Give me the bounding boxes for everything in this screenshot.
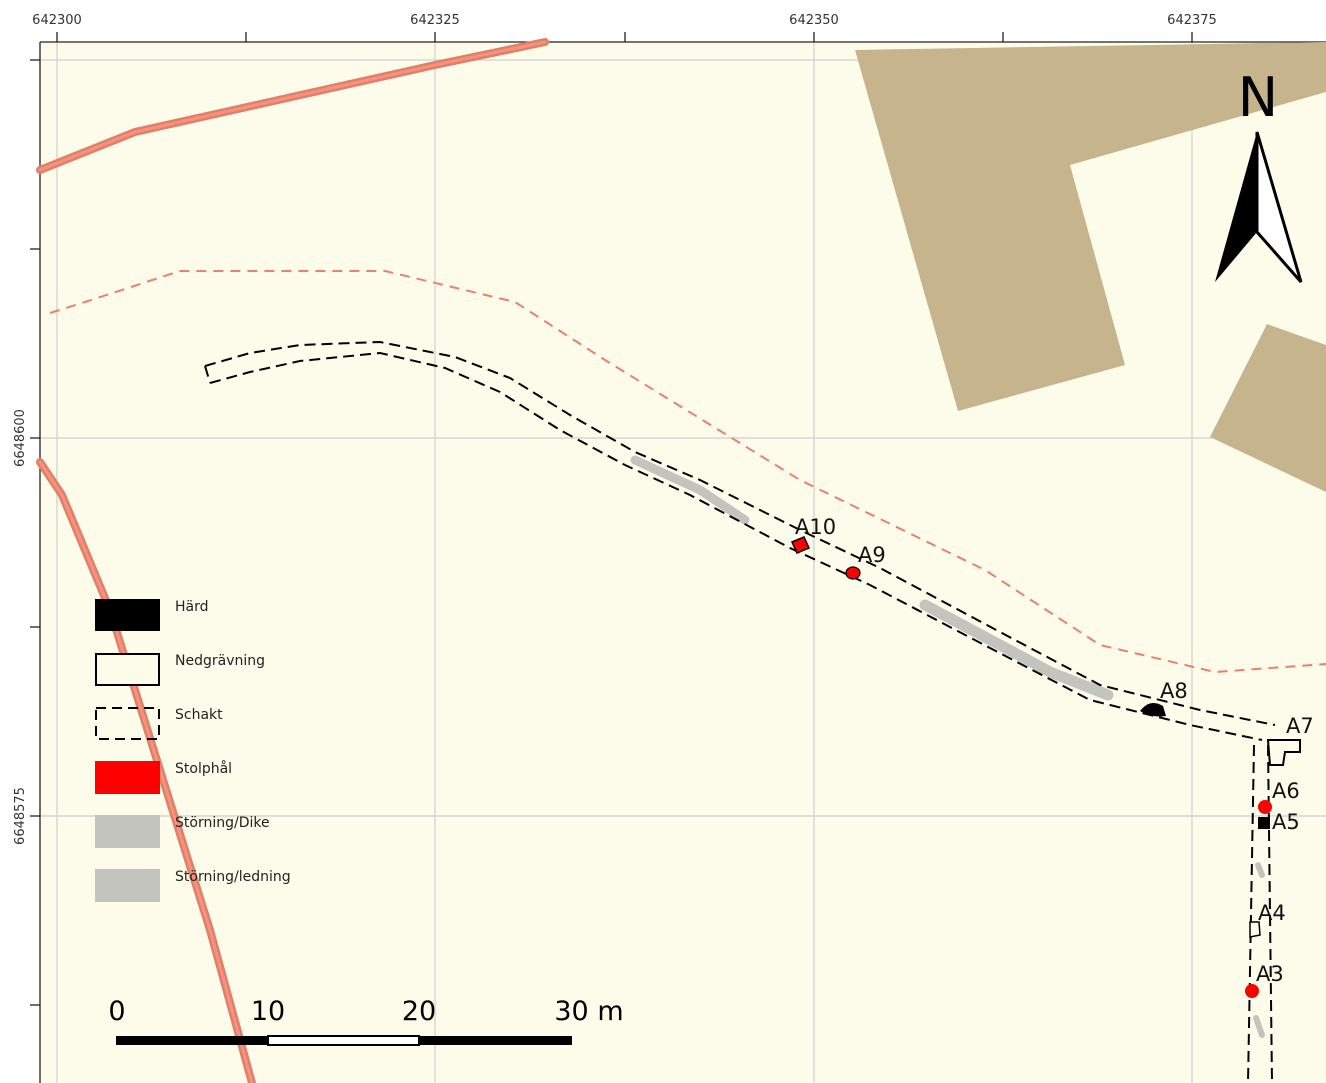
boundary-line [49, 270, 1326, 674]
legend-label: Stolphål [175, 760, 232, 777]
feature-label: A3 [1256, 962, 1284, 986]
stolphal-marker [845, 566, 861, 580]
legend: Härd Nedgrävning Schakt Stolphål Störnin… [95, 599, 291, 902]
scale-label: 30 m [554, 996, 623, 1027]
legend-label: Nedgrävning [175, 653, 265, 669]
feature-label: A10 [795, 515, 836, 539]
x-coord-label: 642300 [32, 13, 82, 28]
hard-marker [1258, 817, 1270, 829]
north-label: N [1238, 66, 1278, 129]
feature-label: A7 [1286, 714, 1314, 738]
north-arrow-right-half [1255, 131, 1303, 283]
map-frame [30, 32, 1326, 1083]
stolphal-marker [790, 536, 811, 554]
feature-A4: A4 [1249, 901, 1286, 938]
scale-bar-segment [267, 1035, 420, 1046]
legend-label: Störning/Dike [175, 815, 270, 831]
stolphal-marker [1245, 984, 1259, 998]
y-coord-label: 6648575 [13, 787, 28, 845]
scale-label: 0 [108, 996, 125, 1027]
x-coord-label: 642375 [1167, 13, 1217, 28]
scale-bar: 0 10 20 30 m [108, 996, 624, 1046]
legend-label: Härd [175, 599, 209, 615]
legend-swatch-nedgravning [95, 653, 160, 686]
legend-item-storning-ledning: Störning/ledning [95, 869, 291, 902]
nedgravning-marker [1266, 739, 1301, 766]
legend-swatch-storning [95, 869, 160, 902]
feature-label: A9 [858, 543, 886, 567]
building [1210, 324, 1326, 492]
hard-marker [1140, 702, 1166, 717]
y-coord-label: 6648600 [13, 409, 28, 467]
feature-A3: A3 [1245, 962, 1284, 998]
north-arrow: N [1215, 66, 1303, 283]
legend-item-nedgravning: Nedgrävning [95, 653, 265, 686]
x-coord-label: 642350 [789, 13, 839, 28]
feature-A10: A10 [790, 515, 836, 554]
scale-label: 10 [251, 996, 285, 1027]
north-arrow-left-half [1215, 132, 1257, 282]
map-background [40, 42, 1326, 1083]
coordinate-grid [40, 42, 1326, 1083]
feature-label: A8 [1160, 679, 1188, 703]
feature-A7: A7 [1266, 714, 1314, 766]
feature-label: A4 [1258, 901, 1286, 925]
legend-label: Schakt [175, 707, 223, 723]
nedgravning-marker [1249, 921, 1261, 938]
legend-item-storning-dike: Störning/Dike [95, 815, 270, 848]
scale-bar-segment [116, 1036, 268, 1045]
legend-item-stolphal: Stolphål [95, 760, 232, 794]
feature-A9: A9 [845, 543, 886, 580]
legend-swatch-hard [95, 599, 160, 631]
legend-swatch-storning [95, 815, 160, 848]
feature-label: A6 [1272, 779, 1300, 803]
feature-A6: A6 [1258, 779, 1300, 814]
legend-label: Störning/ledning [175, 869, 291, 885]
legend-item-schakt: Schakt [95, 707, 223, 740]
legend-item-hard: Härd [95, 599, 209, 631]
stolphal-marker [1258, 800, 1272, 814]
feature-A5: A5 [1258, 810, 1300, 834]
legend-swatch-stolphal [95, 761, 160, 794]
scale-label: 20 [402, 996, 436, 1027]
feature-A8: A8 [1140, 679, 1188, 717]
x-coord-label: 642325 [410, 13, 460, 28]
scale-bar-segment [419, 1036, 572, 1045]
road [36, 38, 549, 174]
feature-label: A5 [1272, 810, 1300, 834]
disturbance-areas [630, 455, 1265, 1038]
building [855, 42, 1326, 411]
